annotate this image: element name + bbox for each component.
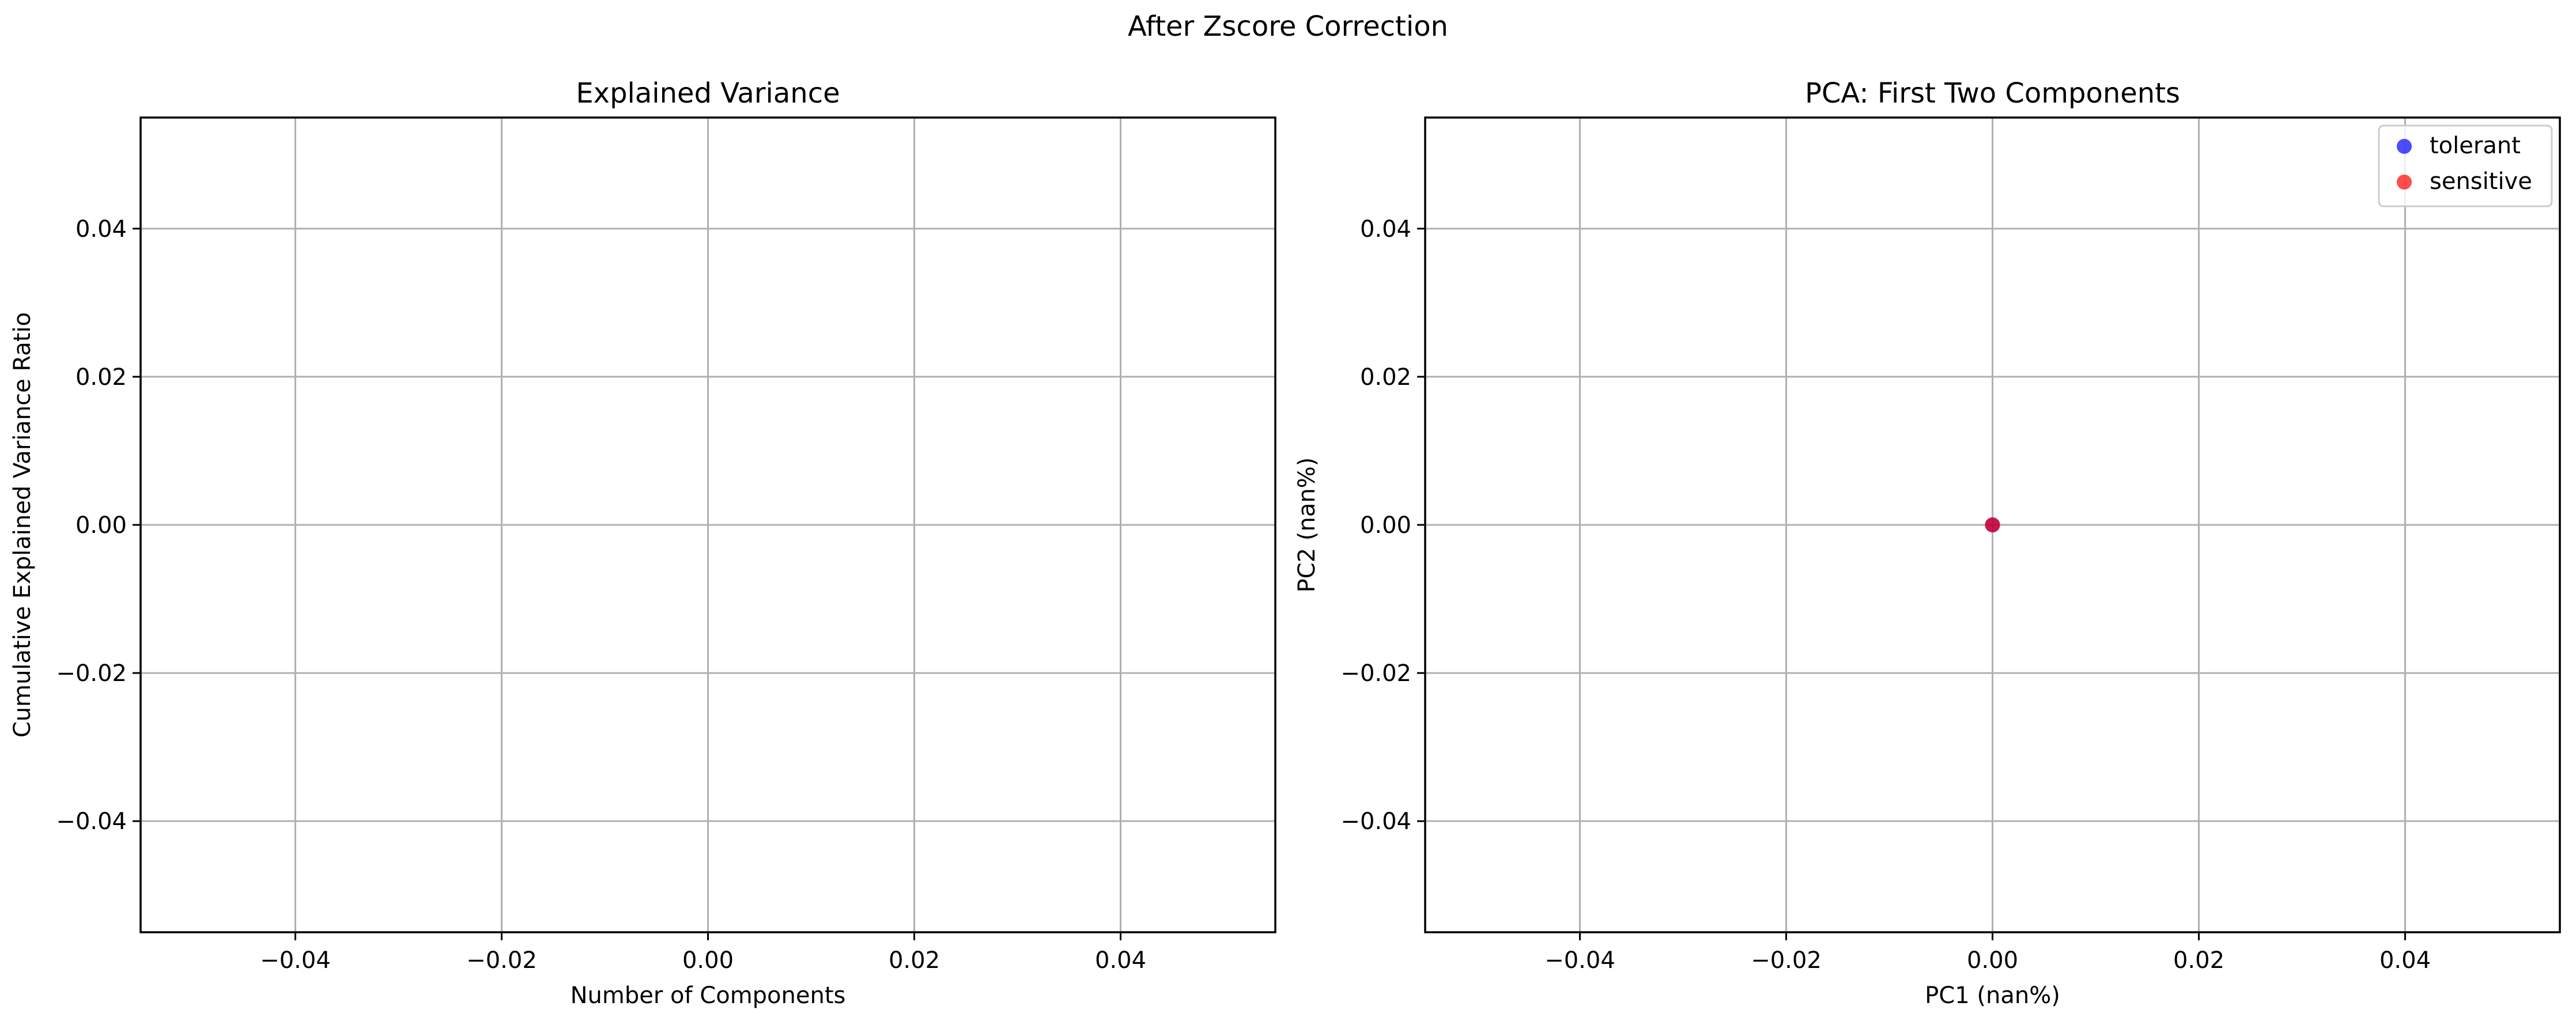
- pca-y-tick-label: −0.04: [1340, 808, 1411, 835]
- explained-variance-x-label: Number of Components: [571, 982, 846, 1009]
- explained-variance-x-tick-label: 0.00: [682, 947, 734, 974]
- pca-title: PCA: First Two Components: [1805, 77, 2180, 109]
- pca-x-tick-label: −0.02: [1751, 947, 1822, 974]
- explained-variance-x-tick-label: 0.02: [889, 947, 940, 974]
- explained-variance-y-label: Cumulative Explained Variance Ratio: [9, 312, 36, 737]
- explained-variance-title: Explained Variance: [576, 77, 840, 109]
- pca-y-ticks: −0.04 −0.02 0.00 0.02 0.04: [1340, 216, 1425, 835]
- pca-y-tick-label: 0.02: [1360, 364, 1411, 391]
- scatter-point-sensitive: [1985, 517, 2000, 532]
- explained-variance-y-tick-label: −0.02: [56, 660, 127, 687]
- explained-variance-axes: −0.04 −0.02 0.00 0.02 0.04 −0.04 −0.02 0.00 0.0…: [9, 77, 1276, 1009]
- explained-variance-y-tick-label: 0.04: [75, 216, 127, 243]
- pca-y-tick-label: 0.00: [1360, 512, 1411, 539]
- legend-label-sensitive: sensitive: [2430, 168, 2532, 195]
- explained-variance-grid: [141, 118, 1275, 932]
- pca-x-tick-label: 0.02: [2173, 947, 2224, 974]
- pca-x-tick-label: −0.04: [1544, 947, 1615, 974]
- pca-x-tick-label: 0.00: [1967, 947, 2018, 974]
- explained-variance-y-ticks: −0.04 −0.02 0.00 0.02 0.04: [56, 216, 141, 835]
- pca-y-tick-label: 0.04: [1360, 216, 1411, 243]
- pca-x-tick-label: 0.04: [2379, 947, 2431, 974]
- explained-variance-x-tick-label: −0.04: [260, 947, 331, 974]
- pca-x-ticks: −0.04 −0.02 0.00 0.02 0.04: [1544, 932, 2431, 974]
- explained-variance-y-tick-label: 0.00: [75, 512, 127, 539]
- explained-variance-x-tick-label: −0.02: [466, 947, 537, 974]
- explained-variance-x-tick-label: 0.04: [1095, 947, 1146, 974]
- pca-grid: [1425, 118, 2560, 932]
- pca-legend: tolerant sensitive: [2378, 124, 2553, 207]
- pca-axes: −0.04 −0.02 0.00 0.02 0.04 −0.04 −0.02 0.00 0.0…: [1294, 77, 2561, 1009]
- pca-y-tick-label: −0.02: [1340, 660, 1411, 687]
- figure-suptitle: After Zscore Correction: [1128, 10, 1448, 43]
- legend-marker-tolerant: [2397, 139, 2412, 154]
- pca-legend-box: [2378, 124, 2553, 207]
- legend-label-tolerant: tolerant: [2430, 133, 2521, 159]
- pca-y-label: PC2 (nan%): [1294, 457, 1320, 593]
- explained-variance-y-tick-label: −0.04: [56, 808, 127, 835]
- explained-variance-x-ticks: −0.04 −0.02 0.00 0.02 0.04: [260, 932, 1146, 974]
- explained-variance-y-tick-label: 0.02: [75, 364, 127, 391]
- pca-x-label: PC1 (nan%): [1925, 982, 2060, 1009]
- pca-series: [1985, 517, 2000, 532]
- legend-marker-sensitive: [2397, 175, 2412, 190]
